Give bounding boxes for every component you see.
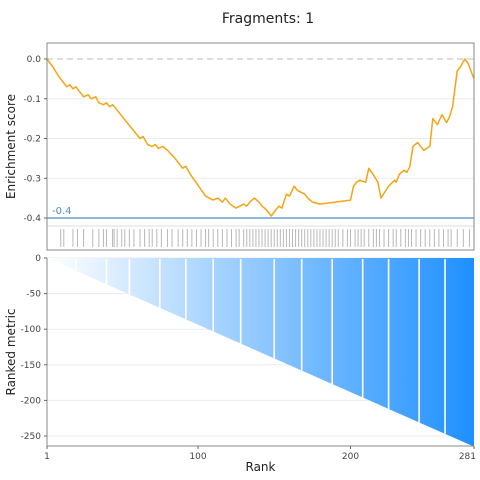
enrichment-y-ticks: 0.0 -0.1 -0.2 -0.3 -0.4 — [23, 55, 47, 224]
metric-y-axis-label: Ranked metric — [4, 308, 18, 395]
metric-y-tick-label: -200 — [21, 396, 42, 406]
ranked-metric-panel: 0 -50 -100 -150 -200 -250 1 100 200 281 Ranked m… — [4, 254, 476, 474]
rank-x-axis-label: Rank — [246, 460, 276, 474]
metric-y-tick-label: -50 — [26, 290, 41, 300]
enrichment-y-tick-label: -0.1 — [23, 95, 41, 105]
min-score-label: -0.4 — [52, 206, 72, 217]
enrichment-y-tick-label: -0.2 — [23, 135, 41, 145]
enrichment-y-tick-label: 0.0 — [27, 55, 42, 65]
enrichment-panel: -0.4 0.0 -0.1 -0.2 -0.3 -0.4 Enrichment scor… — [4, 42, 475, 251]
enrichment-y-tick-label: -0.4 — [23, 214, 41, 224]
rank-x-ticks: 1 100 200 281 — [44, 446, 476, 462]
enrichment-score-line — [46, 58, 475, 217]
metric-y-tick-label: -250 — [21, 432, 42, 442]
enrichment-panel-frame — [46, 42, 475, 251]
metric-axes — [46, 258, 474, 447]
enrichment-y-axis-label: Enrichment score — [4, 94, 18, 199]
rank-x-tick-label: 100 — [189, 452, 206, 462]
metric-y-tick-label: 0 — [35, 254, 41, 264]
hit-rug — [60, 229, 470, 247]
metric-y-tick-label: -100 — [21, 325, 42, 335]
ranked-metric-area — [47, 258, 474, 447]
metric-band-dividers — [75, 259, 446, 434]
enrichment-gridlines — [47, 98, 474, 179]
chart-title: Fragments: 1 — [222, 11, 314, 27]
enrichment-y-tick-label: -0.3 — [23, 174, 41, 184]
rank-x-tick-label: 1 — [44, 452, 50, 462]
rank-x-tick-label: 281 — [459, 452, 476, 462]
metric-y-ticks: 0 -50 -100 -150 -200 -250 — [21, 254, 47, 442]
rank-x-tick-label: 200 — [342, 452, 359, 462]
metric-y-tick-label: -150 — [21, 361, 42, 371]
